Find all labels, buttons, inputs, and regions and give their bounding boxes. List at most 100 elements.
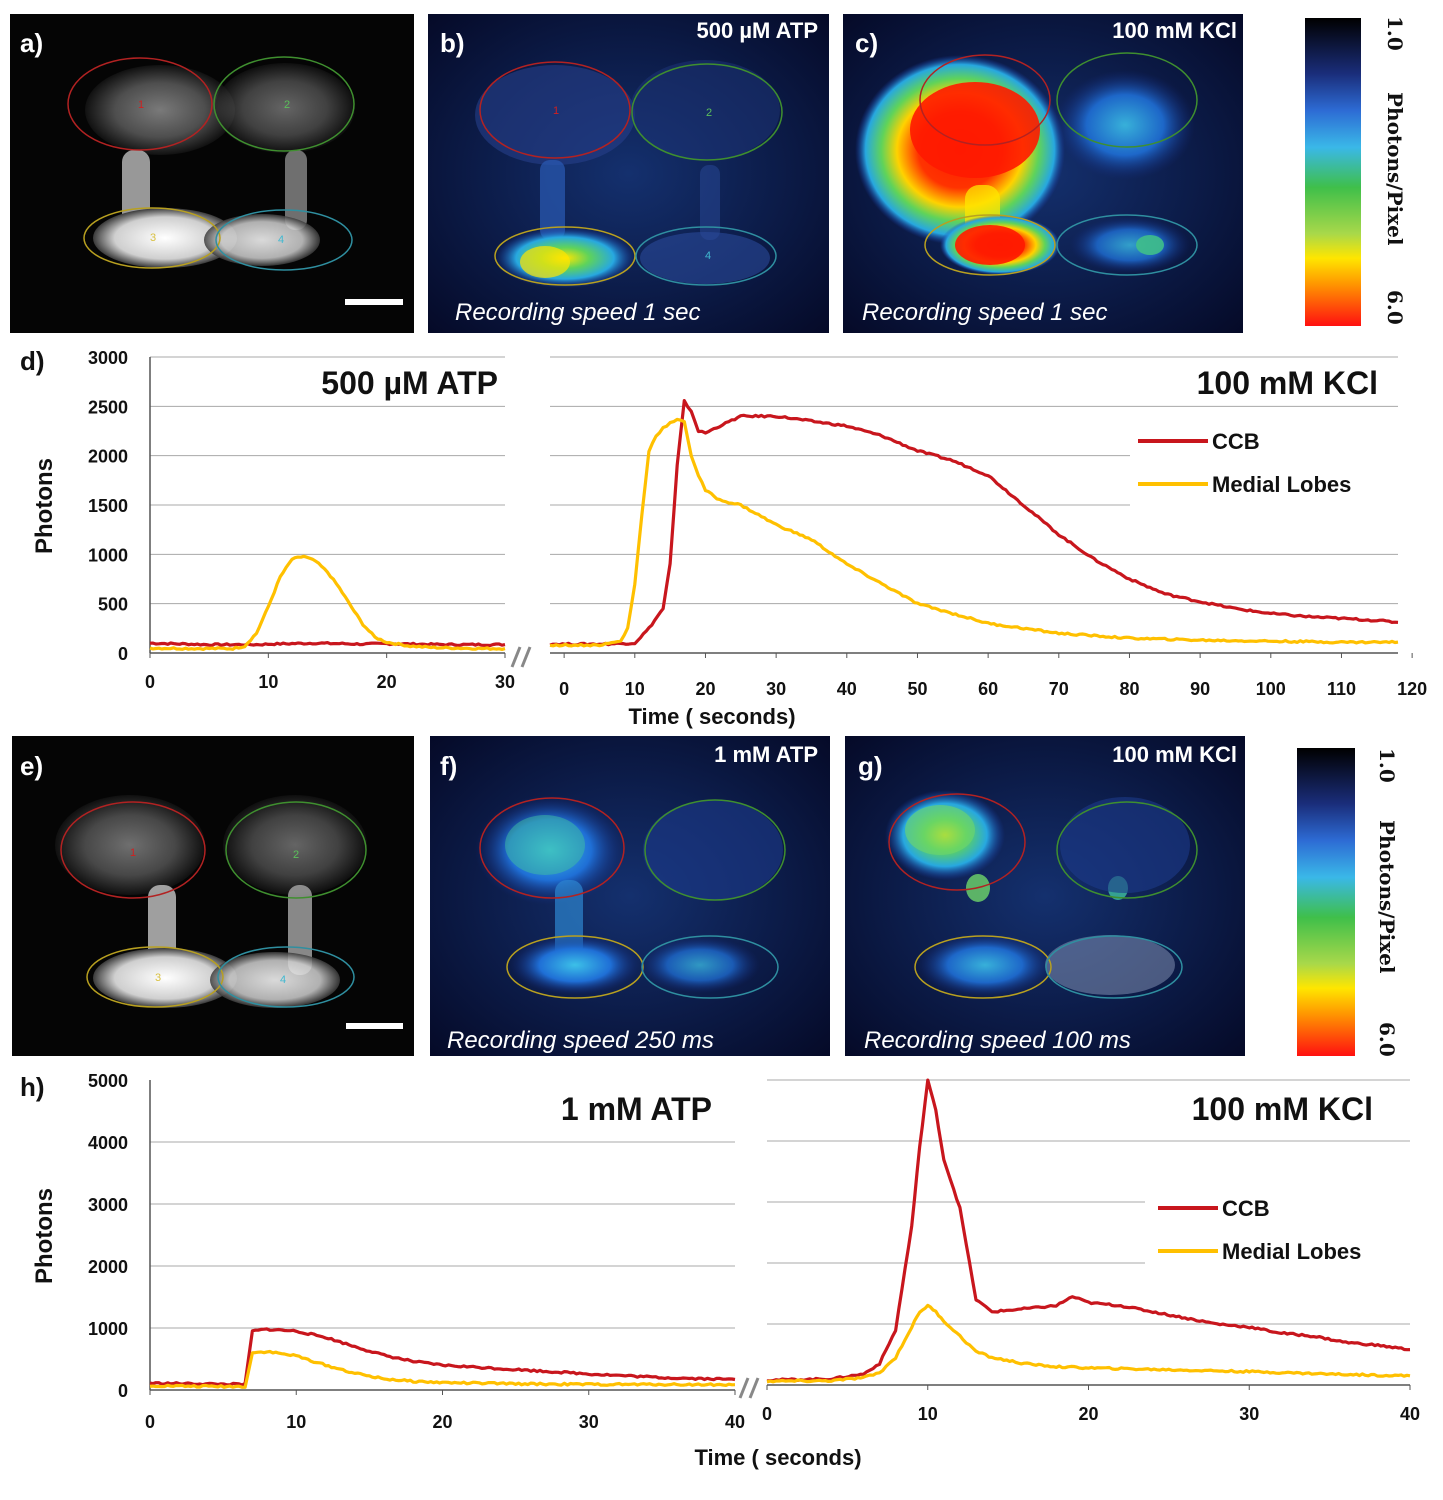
x-tick-label: 120 xyxy=(1397,679,1427,699)
x-tick-label: 40 xyxy=(725,1412,745,1432)
panel-letter-f: f) xyxy=(440,751,457,781)
panel-letter-c: c) xyxy=(855,28,878,58)
panel-letter-b: b) xyxy=(440,28,465,58)
x-tick-label: 110 xyxy=(1327,679,1356,699)
x-tick-label: 70 xyxy=(1049,679,1069,699)
y-tick-label: 5000 xyxy=(88,1071,128,1091)
series-line-medial-lobes xyxy=(549,417,1399,648)
panel-letter-g: g) xyxy=(858,751,883,781)
x-tick-label: 40 xyxy=(837,679,857,699)
axis-break-h xyxy=(738,1377,760,1399)
roi-label-1: 1 xyxy=(138,99,144,111)
x-tick-label: 0 xyxy=(145,672,155,692)
y-tick-label: 1500 xyxy=(88,496,128,516)
series-line-medial-lobes xyxy=(766,1303,1411,1384)
y-tick-label: 0 xyxy=(118,1381,128,1401)
chart-title: 100 mM KCl xyxy=(1197,365,1378,401)
x-tick-label: 10 xyxy=(286,1412,306,1432)
roi-label-4: 4 xyxy=(278,234,284,246)
colorbar-top: 1.0 Photons/Pixel 6.0 xyxy=(1305,16,1407,326)
condition-label-f: 1 mM ATP xyxy=(714,742,818,767)
panel-letter-a: a) xyxy=(20,28,43,58)
x-tick-label: 10 xyxy=(918,1404,938,1424)
colorbar-label: Photons/Pixel xyxy=(1383,92,1407,246)
scale-bar xyxy=(345,299,403,305)
chart-d-atp: 0 500 1000 1500 2000 2500 3000 0 10 20 30 500 µM AT… xyxy=(88,348,515,692)
image-panel-f: f) 1 mM ATP Recording speed 250 ms xyxy=(430,736,830,1056)
colorbar-bottom-value: 6.0 xyxy=(1375,1022,1399,1057)
condition-label-g: 100 mM KCl xyxy=(1112,742,1237,767)
series-line-medial-lobes xyxy=(149,1349,736,1389)
colorbar-bottom: 1.0 Photons/Pixel 6.0 xyxy=(1297,748,1399,1057)
x-tick-label: 30 xyxy=(1239,1404,1259,1424)
x-tick-label: 20 xyxy=(377,672,397,692)
y-axis-label-d: Photons xyxy=(31,458,58,554)
chart-title: 1 mM ATP xyxy=(561,1091,712,1127)
recording-speed-g: Recording speed 100 ms xyxy=(864,1027,1131,1054)
image-panel-b: 1 2 4 b) 500 µM ATP Recording speed 1 se… xyxy=(428,14,829,333)
x-tick-label: 20 xyxy=(695,679,715,699)
recording-speed-f: Recording speed 250 ms xyxy=(447,1027,714,1054)
roi-label-1: 1 xyxy=(130,847,136,859)
y-tick-label: 3000 xyxy=(88,1195,128,1215)
roi-label-2: 2 xyxy=(293,849,299,861)
colorbar-bottom-value: 6.0 xyxy=(1383,290,1407,325)
series-line-ccb xyxy=(549,399,1399,647)
y-tick-label: 1000 xyxy=(88,1319,128,1339)
axis-break-d xyxy=(510,646,532,668)
panel-letter-d: d) xyxy=(20,346,45,376)
y-axis-label-h: Photons xyxy=(31,1188,58,1284)
y-tick-label: 1000 xyxy=(88,545,128,565)
x-tick-label: 10 xyxy=(258,672,278,692)
y-tick-label: 2500 xyxy=(88,397,128,417)
roi-label-2: 2 xyxy=(706,107,712,119)
x-axis-label-d: Time ( seconds) xyxy=(628,704,795,729)
y-tick-label: 0 xyxy=(118,644,128,664)
x-tick-label: 100 xyxy=(1256,679,1286,699)
chart-d-kcl: 0 10 20 30 40 50 60 70 80 90 100 110 120 100 mM KCl CC… xyxy=(549,356,1427,699)
x-tick-label: 0 xyxy=(145,1412,155,1432)
x-axis-label-h: Time ( seconds) xyxy=(694,1445,861,1470)
y-tick-label: 2000 xyxy=(88,1257,128,1277)
x-tick-label: 30 xyxy=(495,672,515,692)
image-panel-g: g) 100 mM KCl Recording speed 100 ms xyxy=(845,736,1245,1056)
x-tick-label: 10 xyxy=(625,679,645,699)
image-panel-c: c) 100 mM KCl Recording speed 1 sec xyxy=(843,14,1243,333)
x-tick-label: 80 xyxy=(1119,679,1139,699)
y-tick-label: 500 xyxy=(98,595,128,615)
series-line-ccb xyxy=(766,1078,1411,1383)
legend-label: CCB xyxy=(1222,1196,1270,1221)
y-tick-label: 3000 xyxy=(88,348,128,368)
chart-h-kcl: 0 10 20 30 40 100 mM KCl CCB Medial Lobes xyxy=(762,1078,1420,1424)
series-line-medial-lobes xyxy=(149,554,506,652)
roi-label-3: 3 xyxy=(150,232,156,244)
colorbar-top-value: 1.0 xyxy=(1375,748,1399,783)
x-tick-label: 0 xyxy=(559,679,569,699)
panel-letter-e: e) xyxy=(20,751,43,781)
scale-bar xyxy=(346,1023,403,1029)
legend-label: CCB xyxy=(1212,429,1260,454)
x-tick-label: 40 xyxy=(1400,1404,1420,1424)
x-tick-label: 30 xyxy=(579,1412,599,1432)
image-panel-e: 1 2 3 4 e) xyxy=(12,736,414,1056)
series-line-ccb xyxy=(149,640,506,648)
x-tick-label: 20 xyxy=(432,1412,452,1432)
x-tick-label: 90 xyxy=(1190,679,1210,699)
image-panel-a: 1 2 3 4 a) xyxy=(10,14,414,333)
x-tick-label: 60 xyxy=(978,679,998,699)
roi-label-2: 2 xyxy=(284,99,290,111)
panel-letter-h: h) xyxy=(20,1072,45,1102)
y-tick-label: 4000 xyxy=(88,1133,128,1153)
series-line-ccb xyxy=(149,1327,736,1387)
x-tick-label: 20 xyxy=(1078,1404,1098,1424)
roi-label-1: 1 xyxy=(553,105,559,117)
colorbar-label: Photons/Pixel xyxy=(1375,820,1399,974)
condition-label-c: 100 mM KCl xyxy=(1112,18,1237,43)
chart-h-atp: 0 1000 2000 3000 4000 5000 0 10 20 30 40 1 mM ATP xyxy=(88,1071,745,1432)
chart-title: 100 mM KCl xyxy=(1192,1091,1373,1127)
roi-label-4: 4 xyxy=(280,974,286,986)
legend-label: Medial Lobes xyxy=(1212,472,1351,497)
x-tick-label: 50 xyxy=(907,679,927,699)
legend-label: Medial Lobes xyxy=(1222,1239,1361,1264)
